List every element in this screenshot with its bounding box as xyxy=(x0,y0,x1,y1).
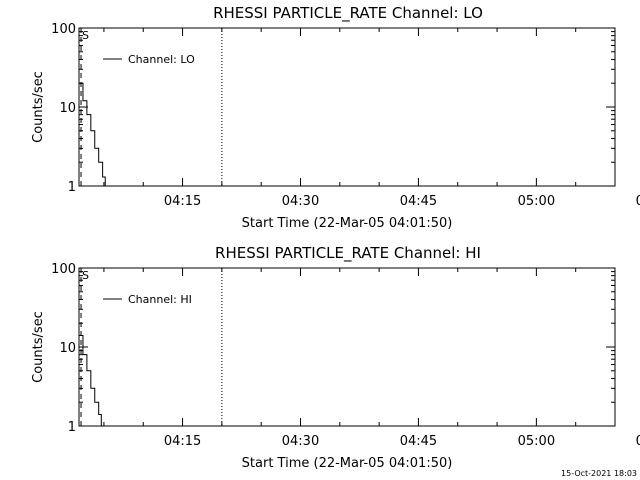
legend: Channel: HI xyxy=(103,293,192,306)
panel-lo: RHESSI PARTICLE_RATE Channel: LO Start T… xyxy=(31,4,640,231)
x-tick-label: 04:45 xyxy=(400,434,437,449)
x-tick-label: 05:15 xyxy=(636,194,640,209)
legend-label: Channel: HI xyxy=(128,293,192,306)
y-tick-label: 100 xyxy=(51,22,76,37)
x-axis-label: Start Time (22-Mar-05 04:01:50) xyxy=(242,456,453,471)
time-markers: SE xyxy=(80,28,223,186)
y-tick-label: 100 xyxy=(51,262,76,277)
y-tick-label: 10 xyxy=(59,101,76,116)
time-marker-label: S xyxy=(82,269,89,282)
x-tick-label: 04:45 xyxy=(400,194,437,209)
plot-frame xyxy=(78,267,616,427)
series-group xyxy=(79,82,108,187)
legend-label: Channel: LO xyxy=(128,53,195,66)
plot-frame xyxy=(78,27,616,187)
legend: Channel: LO xyxy=(103,53,195,66)
x-tick-label: 05:00 xyxy=(518,194,555,209)
y-axis-label: Counts/sec xyxy=(31,71,46,143)
x-tick-label: 04:15 xyxy=(164,194,201,209)
x-tick-label: 05:15 xyxy=(636,434,640,449)
x-axis-label: Start Time (22-Mar-05 04:01:50) xyxy=(242,216,453,231)
y-tick-label: 1 xyxy=(68,420,76,435)
y-axis-label: Counts/sec xyxy=(31,311,46,383)
y-tick-label: 10 xyxy=(59,341,76,356)
time-marker-label: S xyxy=(82,29,89,42)
time-markers: SE xyxy=(80,268,223,426)
x-tick-label: 04:30 xyxy=(282,434,319,449)
x-tick-label: 04:30 xyxy=(282,194,319,209)
panel-hi: RHESSI PARTICLE_RATE Channel: HI Start T… xyxy=(31,244,640,471)
series-line xyxy=(79,334,102,426)
y-ticks: 1 10 100 xyxy=(51,22,615,195)
y-tick-label: 1 xyxy=(68,180,76,195)
panel-title: RHESSI PARTICLE_RATE Channel: LO xyxy=(213,4,483,23)
series-group xyxy=(79,334,102,426)
x-tick-label: 04:15 xyxy=(164,434,201,449)
y-ticks: 1 10 100 xyxy=(51,262,615,435)
x-tick-label: 05:00 xyxy=(518,434,555,449)
generation-timestamp: 15-Oct-2021 18:03 xyxy=(561,469,637,478)
panel-title: RHESSI PARTICLE_RATE Channel: HI xyxy=(215,244,481,263)
series-line xyxy=(79,82,108,187)
